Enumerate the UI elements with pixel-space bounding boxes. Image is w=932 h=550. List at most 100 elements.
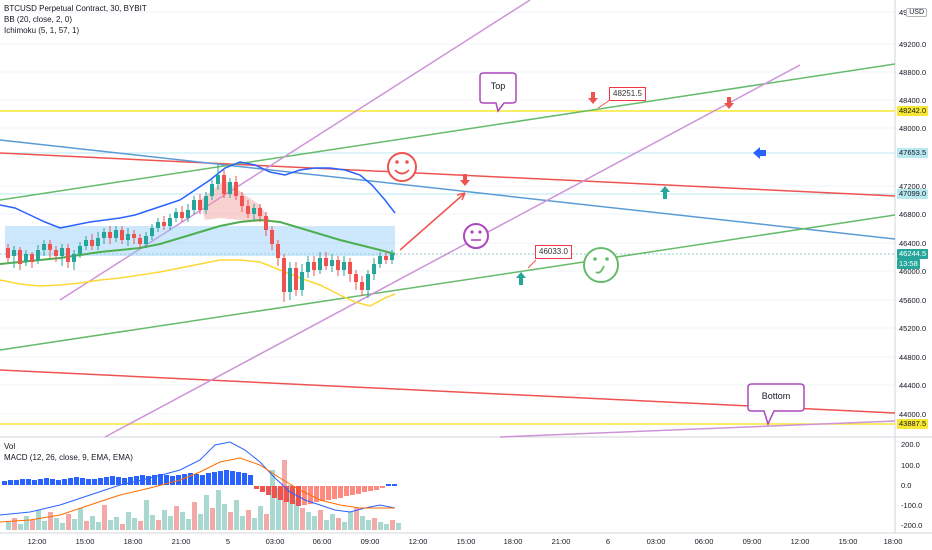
volume-bar: [198, 514, 203, 530]
candle-body: [126, 234, 130, 240]
macd-bar: [230, 471, 235, 485]
left-arrow[interactable]: [753, 147, 766, 159]
volume-bars: [6, 460, 401, 530]
volume-bar: [66, 514, 71, 530]
candle-body: [30, 254, 34, 262]
up-arrow-2[interactable]: [516, 272, 526, 285]
volume-bar: [396, 523, 401, 530]
candle-body: [288, 268, 292, 292]
macd-bar: [170, 476, 175, 485]
volume-bar: [210, 508, 215, 530]
candle-body: [54, 250, 58, 256]
candle-body: [360, 282, 364, 290]
bb-upper-line: [0, 161, 396, 229]
violet-trendline-upper[interactable]: [59, 0, 531, 301]
candle-body: [36, 250, 40, 260]
legend-bb[interactable]: BB (20, close, 2, 0): [4, 15, 73, 24]
candles[interactable]: [6, 165, 394, 302]
volume-bar: [342, 522, 347, 530]
macd-bar: [344, 486, 349, 496]
volume-bar: [102, 505, 107, 530]
volume-bar: [36, 510, 41, 530]
green-trendline-lower[interactable]: [0, 214, 896, 351]
up-arrow-1[interactable]: [660, 186, 670, 199]
volume-bar: [216, 490, 221, 530]
down-arrow-2[interactable]: [724, 97, 734, 109]
top-callout[interactable]: [479, 72, 517, 113]
bb-lower-line: [0, 259, 396, 307]
time-axis[interactable]: 12:00 15:00 18:00 21:00 5 03:00 06:00 09:00 12:0…: [28, 537, 903, 546]
macd-bar: [44, 478, 49, 485]
macd-bar: [122, 478, 127, 485]
macd-bar: [74, 477, 79, 485]
down-arrow-3[interactable]: [460, 174, 470, 186]
neutral-face-icon[interactable]: [463, 223, 489, 249]
price-tag-bottom: 43887.5: [897, 419, 929, 429]
blue-trendline[interactable]: [0, 139, 896, 240]
green-trendline-upper[interactable]: [0, 63, 896, 201]
price-tick-label: 44400.0: [899, 381, 926, 390]
candle-body: [378, 256, 382, 264]
sad-face-icon[interactable]: [583, 247, 619, 283]
candle-body: [12, 250, 16, 256]
volume-bar: [120, 524, 125, 530]
macd-bar: [200, 475, 205, 485]
candle-body: [114, 230, 118, 238]
macd-bar: [356, 486, 361, 494]
candle-body: [72, 254, 76, 262]
legend-vol[interactable]: Vol: [4, 442, 16, 451]
price-tag-47099: 47099.0: [897, 189, 929, 199]
volume-bar: [96, 522, 101, 530]
price-label-48251[interactable]: 48251.5: [609, 87, 646, 101]
macd-bar: [284, 486, 289, 502]
happy-face-icon[interactable]: [387, 152, 417, 182]
volume-bar: [264, 514, 269, 530]
time-tick-label: 6: [606, 537, 610, 546]
macd-bar: [62, 479, 67, 485]
macd-axis[interactable]: 200.0 100.0 0.0 -100.0 -200.0: [901, 440, 922, 530]
volume-bar: [234, 500, 239, 530]
time-tick-label: 15:00: [839, 537, 858, 546]
legend-ichimoku[interactable]: Ichimoku (5, 1, 57, 1): [4, 26, 80, 35]
red-trendline-lower[interactable]: [0, 369, 896, 414]
legend-macd[interactable]: MACD (12, 26, close, 9, EMA, EMA): [4, 453, 133, 462]
macd-bar: [50, 479, 55, 485]
macd-bar: [68, 478, 73, 485]
candle-body: [90, 240, 94, 246]
macd-bar: [134, 476, 139, 485]
bottom-callout[interactable]: [747, 383, 805, 427]
candle-body: [330, 260, 334, 266]
violet-trendline-lower[interactable]: [104, 64, 801, 438]
candle-body: [294, 268, 298, 290]
price-tick-label: 48000.0: [899, 124, 926, 133]
legend-symbol[interactable]: BTCUSD Perpetual Contract, 30, BYBIT: [4, 4, 147, 13]
volume-bar: [270, 470, 275, 530]
macd-bar: [194, 474, 199, 485]
volume-bar: [288, 485, 293, 530]
volume-bar: [174, 506, 179, 530]
macd-bar: [206, 473, 211, 485]
violet-trendline-bottom[interactable]: [499, 420, 896, 438]
time-tick-label: 12:00: [409, 537, 428, 546]
volume-bar: [192, 502, 197, 530]
currency-badge[interactable]: USD: [906, 8, 927, 17]
projection-arrow[interactable]: [399, 192, 466, 251]
candle-body: [162, 222, 166, 226]
price-label-46033[interactable]: 46033.0: [535, 245, 572, 259]
macd-bar: [152, 475, 157, 485]
time-tick-label: 21:00: [172, 537, 191, 546]
candle-body: [144, 236, 148, 244]
candle-body: [348, 262, 352, 274]
price-axis[interactable]: 49600.049200.048800.048400.048000.047200…: [899, 8, 926, 419]
down-arrow-1[interactable]: [588, 92, 598, 104]
macd-bar: [272, 486, 277, 498]
macd-bar: [332, 486, 337, 499]
macd-bar: [314, 486, 319, 502]
red-trendline-upper[interactable]: [0, 152, 896, 197]
time-tick-label: 12:00: [791, 537, 810, 546]
volume-bar: [312, 516, 317, 530]
macd-bar: [248, 475, 253, 485]
macd-bar: [326, 486, 331, 500]
candle-body: [276, 244, 280, 258]
